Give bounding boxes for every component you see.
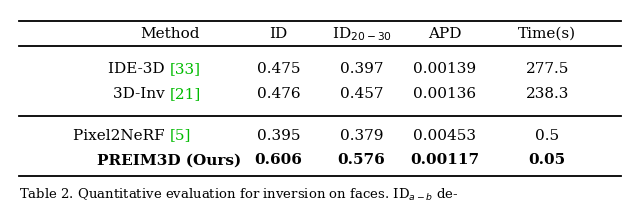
Text: 0.379: 0.379: [340, 128, 383, 142]
Text: 0.476: 0.476: [257, 87, 300, 101]
Text: 0.00453: 0.00453: [413, 128, 476, 142]
Text: Pixel2NeRF: Pixel2NeRF: [73, 128, 170, 142]
Text: PREIM3D (Ours): PREIM3D (Ours): [97, 153, 242, 167]
Text: 277.5: 277.5: [525, 62, 569, 76]
Text: 0.475: 0.475: [257, 62, 300, 76]
Text: Table 2. Quantitative evaluation for inversion on faces. ID$_{a-b}$ de-: Table 2. Quantitative evaluation for inv…: [19, 186, 459, 202]
Text: 0.397: 0.397: [340, 62, 383, 76]
Text: 0.606: 0.606: [255, 153, 302, 167]
Text: 238.3: 238.3: [525, 87, 569, 101]
Text: IDE-3D: IDE-3D: [108, 62, 170, 76]
Text: [5]: [5]: [170, 128, 191, 142]
Text: [33]: [33]: [170, 62, 200, 76]
Text: 0.00136: 0.00136: [413, 87, 476, 101]
Text: 0.457: 0.457: [340, 87, 383, 101]
Text: 0.00117: 0.00117: [410, 153, 479, 167]
Text: 0.395: 0.395: [257, 128, 300, 142]
Text: Time(s): Time(s): [518, 27, 576, 41]
Text: 0.5: 0.5: [535, 128, 559, 142]
Text: 0.00139: 0.00139: [413, 62, 476, 76]
Text: [21]: [21]: [170, 87, 201, 101]
Text: 0.05: 0.05: [529, 153, 566, 167]
Text: ID$_{20-30}$: ID$_{20-30}$: [332, 25, 392, 43]
Text: 3D-Inv: 3D-Inv: [113, 87, 170, 101]
Text: 0.576: 0.576: [338, 153, 385, 167]
Text: Method: Method: [140, 27, 199, 41]
Text: ID: ID: [269, 27, 287, 41]
Text: APD: APD: [428, 27, 461, 41]
